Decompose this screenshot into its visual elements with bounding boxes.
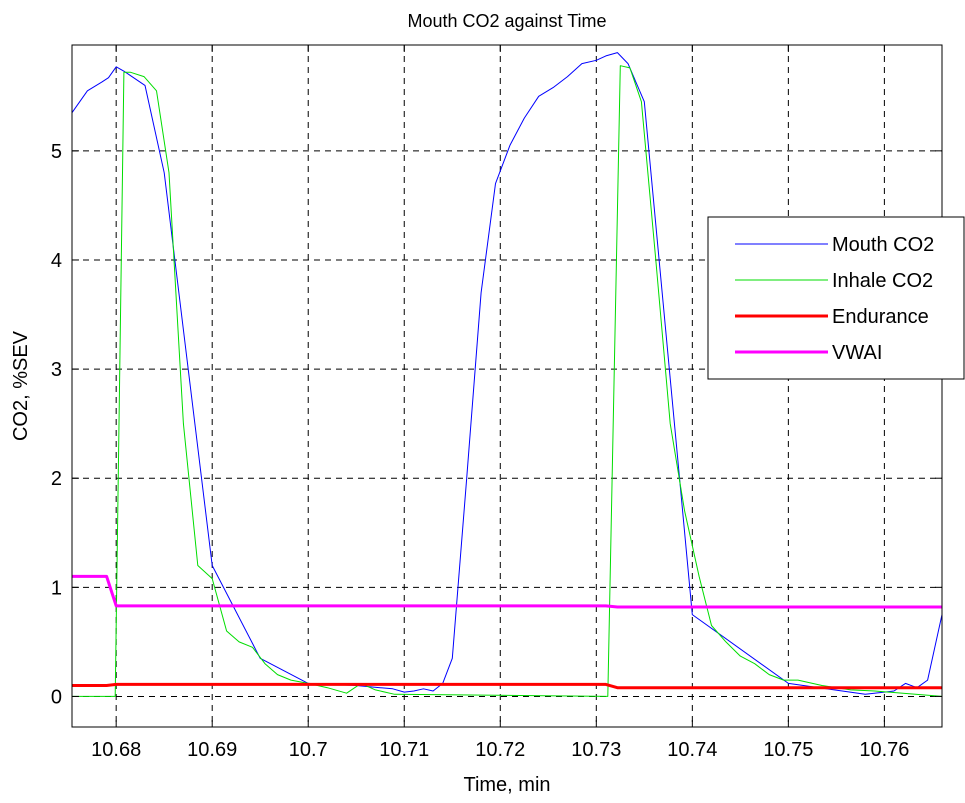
x-tick-label: 10.75 bbox=[763, 739, 813, 761]
x-axis-title: Time, min bbox=[463, 774, 550, 796]
y-tick-label: 5 bbox=[51, 141, 62, 163]
chart-title: Mouth CO2 against Time bbox=[407, 11, 606, 31]
legend: Mouth CO2 Inhale CO2 Endurance VWAI bbox=[707, 216, 965, 380]
plot-area-series bbox=[71, 52, 943, 697]
series-line-endurance bbox=[72, 682, 942, 690]
x-tick-label: 10.68 bbox=[91, 739, 141, 761]
legend-label: Mouth CO2 bbox=[832, 234, 934, 256]
plot-frame bbox=[71, 44, 943, 728]
x-tick-label: 10.73 bbox=[571, 739, 621, 761]
y-tick-label: 1 bbox=[51, 577, 62, 599]
y-axis-title: CO2, %SEV bbox=[10, 330, 32, 441]
x-tick-label: 10.7 bbox=[289, 739, 328, 761]
y-tick-label: 3 bbox=[51, 359, 62, 381]
grid bbox=[72, 45, 942, 727]
legend-label: Inhale CO2 bbox=[832, 270, 933, 292]
series-line-inhale-co2 bbox=[72, 65, 943, 697]
x-tick-label: 10.74 bbox=[667, 739, 717, 761]
x-tick-label: 10.76 bbox=[859, 739, 909, 761]
ticks: 10.68 10.69 10.7 10.71 10.72 10.73 10.74 10.75 1… bbox=[51, 45, 942, 761]
y-tick-label: 2 bbox=[51, 468, 62, 490]
series-line-vwai bbox=[72, 574, 942, 609]
y-tick-label: 4 bbox=[51, 250, 62, 272]
series-line-mouth-co2 bbox=[71, 52, 943, 695]
legend-label: VWAI bbox=[832, 342, 882, 364]
y-tick-label: 0 bbox=[51, 686, 62, 708]
x-tick-label: 10.69 bbox=[187, 739, 237, 761]
legend-label: Endurance bbox=[832, 306, 929, 328]
x-tick-label: 10.71 bbox=[379, 739, 429, 761]
x-tick-label: 10.72 bbox=[475, 739, 525, 761]
